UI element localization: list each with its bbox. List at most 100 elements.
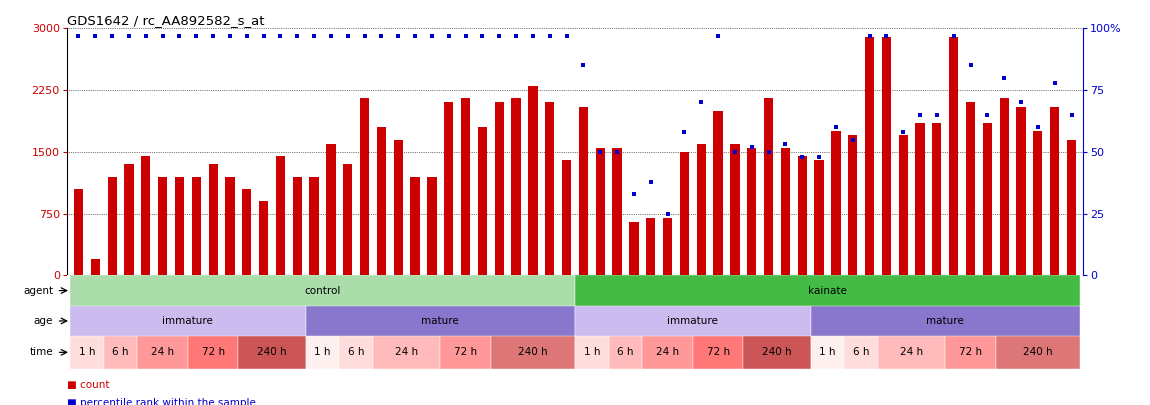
Bar <box>444 102 453 275</box>
Bar <box>933 123 942 275</box>
Text: 240 h: 240 h <box>258 347 286 357</box>
Point <box>726 149 744 155</box>
Bar <box>327 144 336 275</box>
Bar <box>137 336 187 369</box>
Bar <box>292 177 302 275</box>
Bar <box>306 336 339 369</box>
Text: 1 h: 1 h <box>583 347 600 357</box>
Bar <box>306 306 575 336</box>
Point <box>995 75 1013 81</box>
Text: 240 h: 240 h <box>762 347 792 357</box>
Text: 6 h: 6 h <box>348 347 365 357</box>
Bar <box>477 127 488 275</box>
Bar <box>107 177 117 275</box>
Point <box>289 32 307 39</box>
Text: 24 h: 24 h <box>656 347 680 357</box>
Text: mature: mature <box>422 316 459 326</box>
Point <box>692 99 711 106</box>
Text: mature: mature <box>927 316 964 326</box>
Bar <box>494 102 504 275</box>
Point <box>574 62 592 68</box>
Bar <box>259 201 268 275</box>
Text: immature: immature <box>667 316 719 326</box>
Bar <box>848 135 858 275</box>
Bar <box>748 148 757 275</box>
Bar <box>343 164 352 275</box>
Bar <box>596 148 605 275</box>
Bar <box>360 98 369 275</box>
Point <box>490 32 508 39</box>
Point <box>86 32 105 39</box>
Bar <box>882 36 891 275</box>
Point <box>507 32 526 39</box>
Bar <box>243 189 252 275</box>
Point <box>254 32 273 39</box>
Bar <box>915 123 925 275</box>
Point <box>153 32 171 39</box>
Bar <box>545 102 554 275</box>
Text: 6 h: 6 h <box>618 347 634 357</box>
Bar <box>692 336 743 369</box>
Bar <box>949 36 958 275</box>
Bar <box>575 336 608 369</box>
Point <box>271 32 290 39</box>
Text: 72 h: 72 h <box>959 347 982 357</box>
Point <box>457 32 475 39</box>
Point <box>743 144 761 150</box>
Bar <box>70 306 306 336</box>
Text: 72 h: 72 h <box>201 347 224 357</box>
Point <box>810 153 828 160</box>
Text: control: control <box>305 286 340 296</box>
Point <box>624 191 643 197</box>
Point <box>238 32 256 39</box>
Text: 24 h: 24 h <box>900 347 923 357</box>
Point <box>759 149 777 155</box>
Bar <box>528 86 537 275</box>
Bar <box>428 177 437 275</box>
Bar <box>996 336 1080 369</box>
Bar <box>814 160 823 275</box>
Point <box>322 32 340 39</box>
Text: age: age <box>33 316 53 326</box>
Point <box>221 32 239 39</box>
Bar <box>491 336 575 369</box>
Bar <box>377 127 386 275</box>
Bar <box>713 111 722 275</box>
Point <box>1045 79 1064 86</box>
Point <box>305 32 323 39</box>
Bar <box>680 152 689 275</box>
Bar <box>461 98 470 275</box>
Text: ■ count: ■ count <box>67 380 109 390</box>
Bar <box>1033 131 1043 275</box>
Text: time: time <box>30 347 53 357</box>
Text: 240 h: 240 h <box>1024 347 1052 357</box>
Bar <box>225 177 235 275</box>
Point <box>894 129 912 135</box>
Point <box>658 211 676 217</box>
Point <box>1063 111 1081 118</box>
Bar <box>831 131 841 275</box>
Point <box>591 149 610 155</box>
Point <box>944 32 963 39</box>
Bar <box>662 218 673 275</box>
Bar <box>575 275 1080 306</box>
Point <box>1028 124 1046 130</box>
Point <box>137 32 155 39</box>
Point <box>608 149 627 155</box>
Bar <box>877 336 945 369</box>
Bar <box>945 336 996 369</box>
Bar <box>141 156 151 275</box>
Point <box>911 111 929 118</box>
Bar <box>575 306 811 336</box>
Point <box>69 32 87 39</box>
Text: 6 h: 6 h <box>853 347 869 357</box>
Text: kainate: kainate <box>808 286 846 296</box>
Point <box>187 32 206 39</box>
Bar <box>276 156 285 275</box>
Bar <box>562 160 572 275</box>
Point <box>827 124 845 130</box>
Point <box>204 32 222 39</box>
Point <box>120 32 138 39</box>
Bar <box>798 156 807 275</box>
Bar <box>811 306 1080 336</box>
